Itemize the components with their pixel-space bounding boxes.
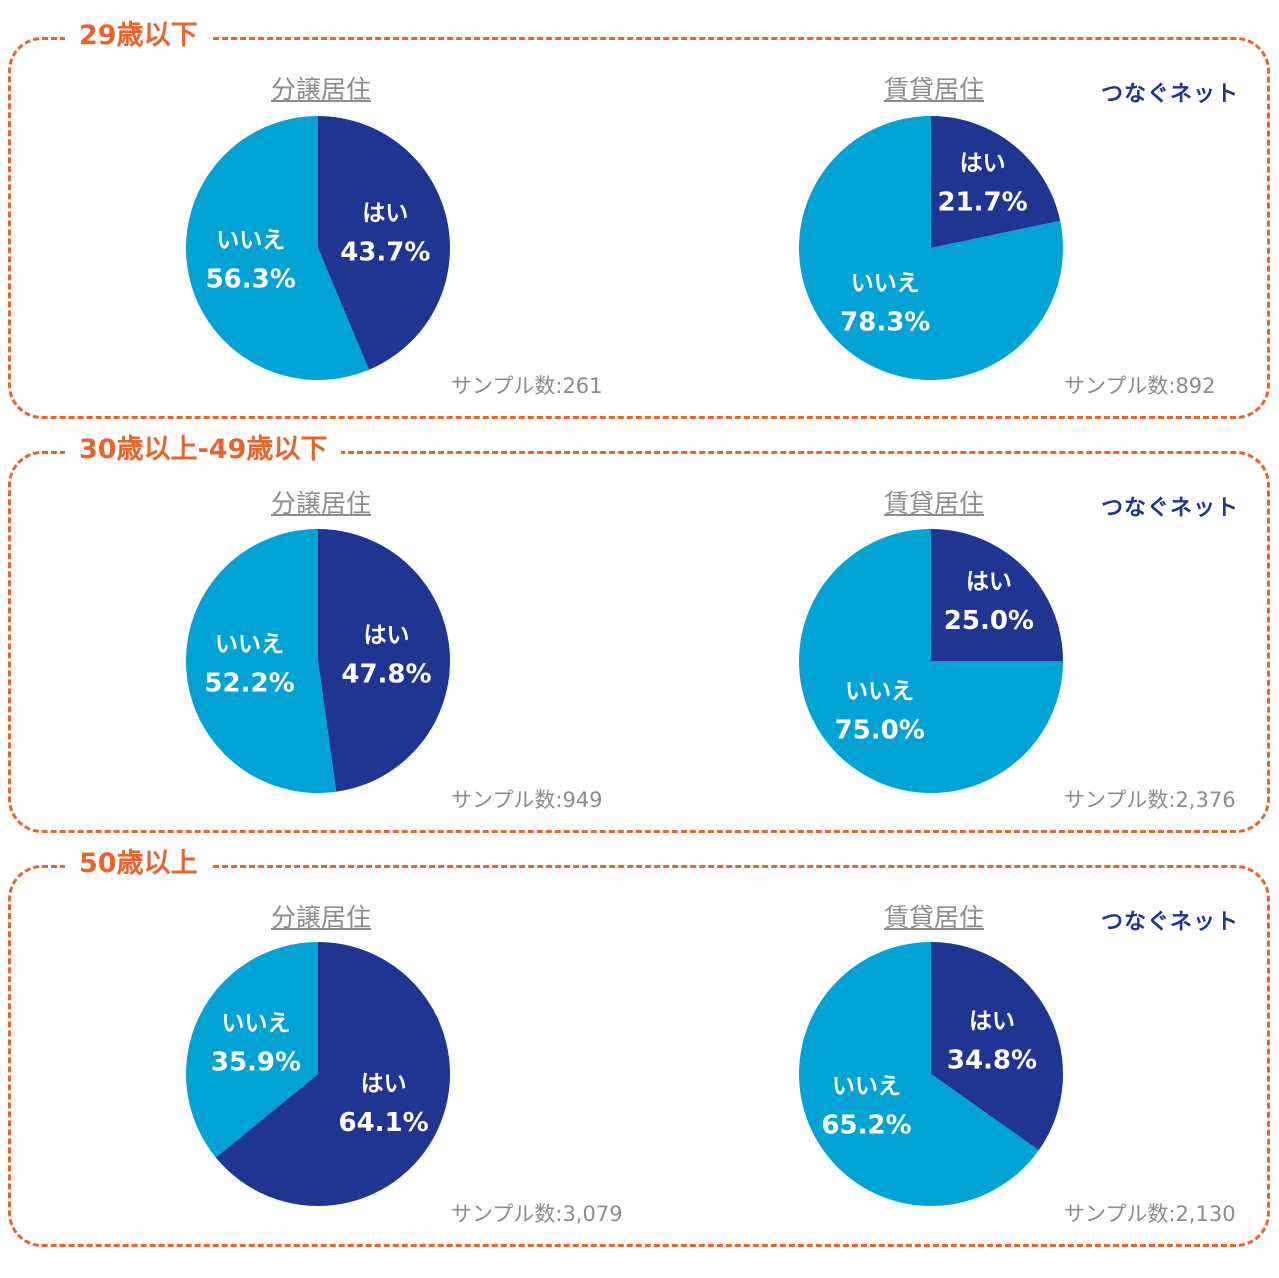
slice-label-no: いいえ [216,227,285,253]
age-group-50-over: 50歳以上 分譲居住 賃貸居住 つなぐネット サンプル数:3,079 サンプル数… [8,846,1270,1247]
age-group-29-under: 29歳以下 分譲居住 賃貸居住 つなぐネット サンプル数:261 サンプル数:8… [8,18,1270,419]
pie-slice-no [186,116,369,380]
panel-title-rented: 賃貸居住 [883,75,984,104]
sample-count-owned: サンプル数:261 [451,374,603,398]
slice-label-no: いいえ [215,632,284,658]
pie-slice-yes [931,116,1061,248]
group-title: 30歳以上-49歳以下 [65,432,342,468]
slice-value-no: 35.9% [211,1048,301,1078]
slice-value-yes: 43.7% [340,238,430,268]
slice-value-no: 52.2% [204,669,294,699]
slice-label-yes: はい [361,1071,407,1097]
slice-label-yes: はい [969,1008,1015,1034]
pie-slice-no [186,942,318,1158]
brand-logo: つなぐネット [1100,496,1239,521]
age-group-30-49: 30歳以上-49歳以下 分譲居住 賃貸居住 つなぐネット サンプル数:949 サ… [8,432,1270,833]
slice-label-no: いいえ [851,270,920,296]
slice-value-no: 56.3% [206,264,296,294]
slice-label-yes: はい [362,201,408,227]
slice-value-yes: 34.8% [947,1045,1037,1075]
group-title: 50歳以上 [65,846,212,882]
pie-chart-30-49-owned: はい 47.8% いいえ 52.2% [186,529,451,793]
pie-slice-no [799,529,1063,793]
pie-slice-yes [931,942,1063,1151]
sample-count-rented: サンプル数:892 [1064,374,1216,398]
pie-chart-29-rented: はい 21.7% いいえ 78.3% [799,116,1063,380]
pie-slice-no [799,116,1063,380]
pie-slice-yes [931,529,1063,661]
pie-chart-50-rented: はい 34.8% いいえ 65.2% [799,942,1063,1206]
brand-logo: つなぐネット [1100,82,1239,107]
pie-chart-30-49-rented: はい 25.0% いいえ 75.0% [799,529,1063,793]
sample-count-rented: サンプル数:2,130 [1064,1202,1236,1226]
pie-chart-50-owned: はい 64.1% いいえ 35.9% [186,942,450,1206]
panel-title-rented: 賃貸居住 [883,903,984,932]
pie-slice-yes [215,942,450,1206]
slice-label-yes: はい [363,622,409,648]
pie-slice-yes [318,116,450,370]
group-title: 29歳以下 [65,18,212,54]
panel-title-owned: 分譲居住 [270,489,371,518]
slice-label-yes: はい [960,150,1006,176]
sample-count-owned: サンプル数:949 [451,788,603,812]
brand-logo: つなぐネット [1100,910,1239,935]
slice-label-no: いいえ [221,1011,290,1037]
pie-chart-29-owned: はい 43.7% いいえ 56.3% [186,116,450,380]
slice-value-no: 65.2% [821,1110,911,1140]
panel-title-owned: 分譲居住 [270,903,371,932]
slice-value-yes: 64.1% [338,1108,428,1138]
panel-title-owned: 分譲居住 [270,75,371,104]
slice-label-yes: はい [966,569,1012,595]
slice-value-no: 75.0% [835,715,925,745]
slice-value-no: 78.3% [840,307,930,337]
slice-label-no: いいえ [832,1073,901,1099]
slice-value-yes: 21.7% [937,187,1027,217]
slice-value-yes: 47.8% [341,659,431,689]
panel-title-rented: 賃貸居住 [883,489,984,518]
slice-label-no: いいえ [845,678,914,704]
pie-slice-yes [318,529,451,792]
pie-slice-no [186,529,337,793]
sample-count-rented: サンプル数:2,376 [1064,788,1236,812]
sample-count-owned: サンプル数:3,079 [451,1202,623,1226]
pie-slice-no [799,942,1039,1206]
slice-value-yes: 25.0% [944,606,1034,636]
